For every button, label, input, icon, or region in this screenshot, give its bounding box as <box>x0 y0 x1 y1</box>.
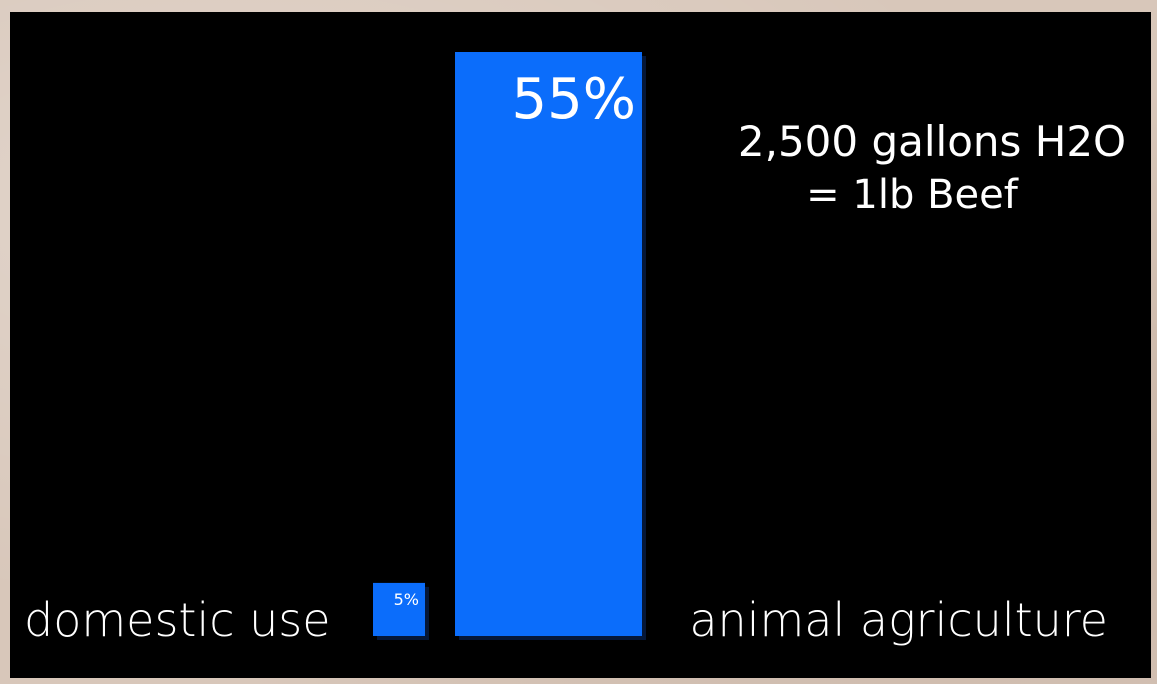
data-label-domestic-use: 5% <box>394 590 419 609</box>
labels-layer: 5% domestic use 55% animal agriculture <box>24 67 1108 647</box>
bar-domestic-use <box>373 582 425 636</box>
bar-animal-agriculture <box>455 52 642 636</box>
annotation-line-1: 2,500 gallons H2O <box>738 117 1126 166</box>
bar-chart: 5% domestic use 55% animal agriculture 2,50… <box>24 52 1126 647</box>
chart-frame: 5% domestic use 55% animal agriculture 2,50… <box>10 12 1151 678</box>
category-label-animal-agriculture: animal agriculture <box>689 593 1108 647</box>
category-label-domestic-use: domestic use <box>24 593 331 647</box>
bars-layer <box>373 52 646 640</box>
data-label-animal-agriculture: 55% <box>512 67 636 132</box>
annotation-line-2: = 1lb Beef <box>806 172 1019 218</box>
